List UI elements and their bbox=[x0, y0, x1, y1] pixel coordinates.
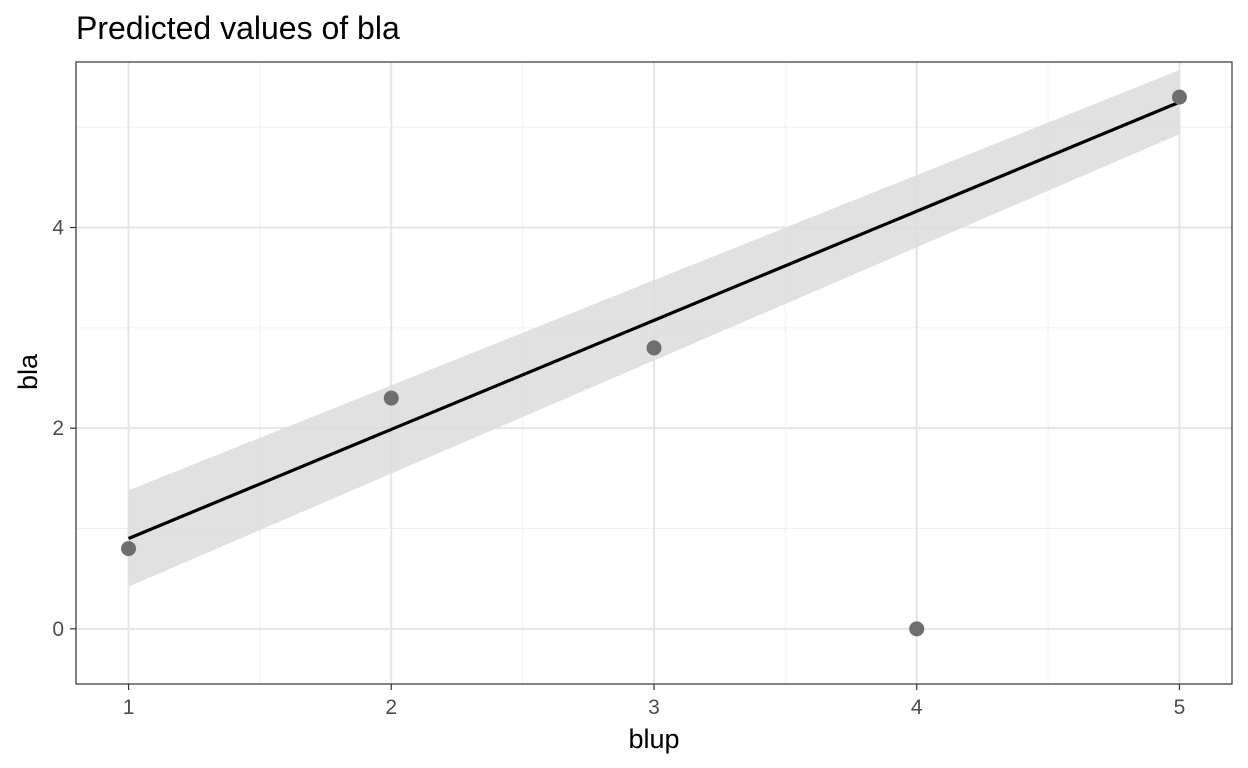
y-tick-label: 2 bbox=[52, 417, 64, 440]
chart-title: Predicted values of bla bbox=[76, 10, 400, 46]
y-tick-label: 0 bbox=[52, 618, 64, 641]
x-tick-label: 4 bbox=[911, 696, 923, 719]
y-tick-label: 4 bbox=[52, 217, 64, 240]
y-axis-title: bla bbox=[13, 353, 43, 390]
data-point bbox=[383, 390, 399, 406]
x-axis-ticks: 1 2 3 4 5 bbox=[123, 684, 1186, 719]
confidence-band-layer bbox=[128, 70, 1180, 587]
fit-line bbox=[127, 100, 1181, 541]
x-tick-label: 1 bbox=[123, 696, 135, 719]
x-axis-title: blup bbox=[628, 724, 679, 754]
data-point bbox=[909, 621, 925, 637]
confidence-band bbox=[128, 70, 1180, 587]
y-axis-ticks: 0 2 4 bbox=[52, 217, 76, 641]
major-gridlines bbox=[76, 62, 1232, 684]
data-points bbox=[121, 89, 1187, 637]
data-point bbox=[121, 541, 137, 557]
x-tick-label: 5 bbox=[1174, 696, 1186, 719]
data-point bbox=[646, 340, 662, 356]
data-point bbox=[1171, 89, 1187, 105]
fit-line-layer bbox=[127, 100, 1181, 541]
x-tick-label: 3 bbox=[648, 696, 660, 719]
x-tick-label: 2 bbox=[385, 696, 397, 719]
